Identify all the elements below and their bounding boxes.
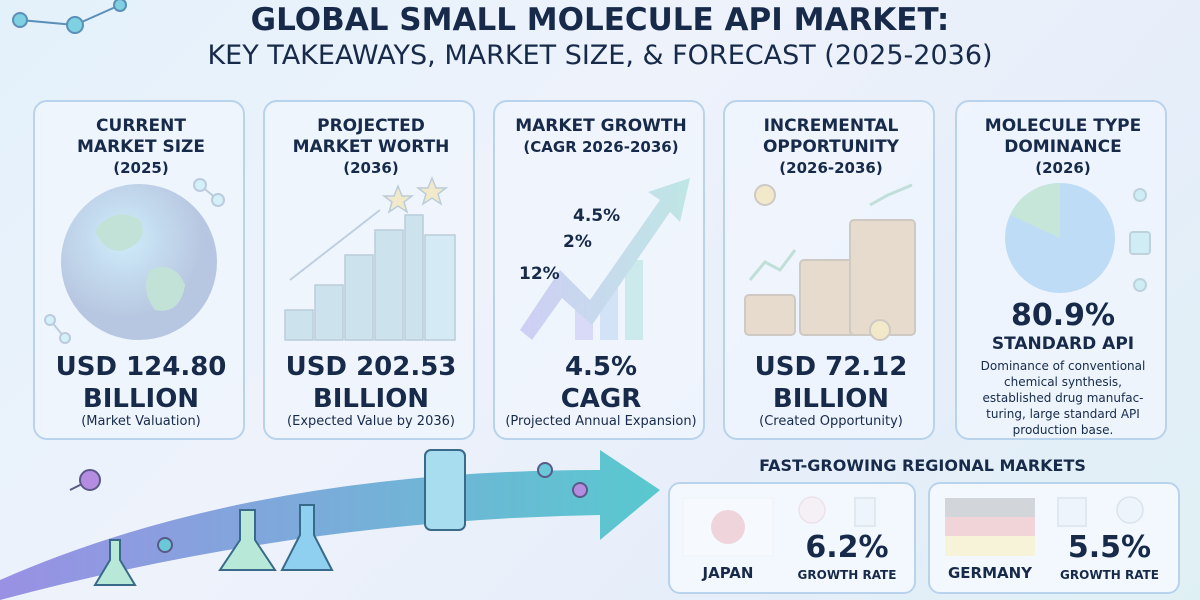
country: JAPAN bbox=[702, 564, 754, 582]
card-value: 80.9% bbox=[1010, 298, 1116, 333]
chart-label: 2% bbox=[563, 232, 592, 252]
card-heading: DOMINANCE bbox=[1004, 137, 1122, 157]
card-heading: (2036) bbox=[343, 159, 399, 177]
growth-value: 6.2% bbox=[805, 530, 889, 565]
card-heading: CURRENT bbox=[96, 116, 186, 136]
card-description: established drug manufac- bbox=[982, 391, 1144, 405]
card-value: USD 202.53 bbox=[285, 352, 457, 382]
card-heading: (CAGR 2026-2036) bbox=[523, 138, 679, 156]
card: INCREMENTAL OPPORTUNITY (2026-2036) USD … bbox=[723, 100, 935, 440]
chart-label: 4.5% bbox=[573, 206, 621, 226]
card-heading: (2026-2036) bbox=[779, 159, 883, 177]
card-description: turing, large standard API bbox=[986, 407, 1140, 421]
card-caption: (Expected Value by 2036) bbox=[287, 414, 455, 429]
title: GLOBAL SMALL MOLECULE API MARKET: bbox=[250, 2, 950, 38]
card-value: BILLION bbox=[772, 384, 890, 414]
card-heading: (2025) bbox=[113, 159, 169, 177]
lab-road bbox=[0, 449, 660, 600]
card-heading: INCREMENTAL bbox=[763, 116, 899, 136]
card-heading: MARKET WORTH bbox=[292, 137, 450, 157]
card-description: production base. bbox=[1012, 423, 1114, 437]
chart-label: 12% bbox=[519, 264, 560, 284]
card-caption: (Created Opportunity) bbox=[759, 414, 903, 429]
card: MARKET GROWTH (CAGR 2026-2036) 4.5% 2% 1… bbox=[493, 100, 705, 440]
molecule-decor bbox=[12, 0, 127, 34]
card-caption: (Projected Annual Expansion) bbox=[505, 414, 697, 429]
card-caption: (Market Valuation) bbox=[81, 414, 201, 429]
growth-label: GROWTH RATE bbox=[1060, 568, 1159, 582]
card-heading: (2026) bbox=[1035, 159, 1091, 177]
card-description: Dominance of conventional bbox=[980, 359, 1146, 373]
card-value: USD 72.12 bbox=[754, 352, 908, 382]
regional-title: FAST-GROWING REGIONAL MARKETS bbox=[759, 456, 1086, 475]
card: PROJECTED MARKET WORTH (2036) USD 202.53… bbox=[263, 100, 475, 440]
growth-label: GROWTH RATE bbox=[797, 568, 897, 582]
card-value: 4.5% bbox=[564, 352, 638, 382]
card-description: chemical synthesis, bbox=[1003, 375, 1122, 389]
card-heading: MARKET SIZE bbox=[77, 137, 205, 157]
card-value: USD 124.80 bbox=[55, 352, 227, 382]
card-value: STANDARD API bbox=[991, 334, 1135, 354]
region-box bbox=[928, 482, 1180, 594]
card: MOLECULE TYPE DOMINANCE (2026) 80.9% STA… bbox=[955, 100, 1167, 440]
card-value: BILLION bbox=[312, 384, 430, 414]
country: GERMANY bbox=[947, 564, 1033, 582]
card-value: BILLION bbox=[82, 384, 200, 414]
subtitle: KEY TAKEAWAYS, MARKET SIZE, & FORECAST (… bbox=[207, 40, 993, 71]
card-heading: OPPORTUNITY bbox=[762, 137, 899, 157]
card-heading: MOLECULE TYPE bbox=[984, 116, 1142, 136]
card-heading: MARKET GROWTH bbox=[515, 116, 687, 136]
growth-value: 5.5% bbox=[1067, 530, 1152, 565]
card: CURRENT MARKET SIZE (2025) USD 124.80 BI… bbox=[33, 100, 245, 440]
card-heading: PROJECTED bbox=[317, 116, 425, 136]
card-value: CAGR bbox=[560, 384, 642, 414]
region-box bbox=[668, 482, 916, 594]
